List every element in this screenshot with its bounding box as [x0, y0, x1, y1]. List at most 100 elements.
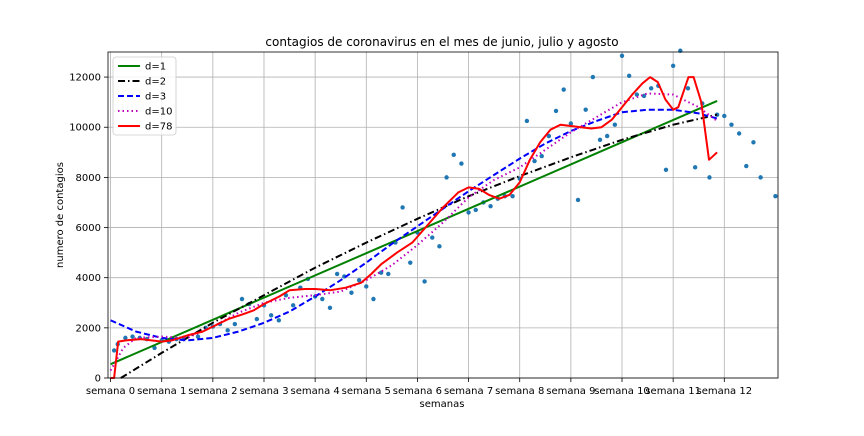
data-point: [473, 207, 478, 213]
data-point: [634, 92, 640, 97]
data-point: [641, 93, 647, 99]
data-point: [539, 153, 544, 159]
data-point: [510, 193, 515, 199]
data-point: [254, 316, 260, 322]
data-point: [729, 122, 734, 127]
data-point: [334, 271, 340, 277]
y-tick-label: 8000: [76, 173, 101, 184]
series-line-d-78: [110, 76, 718, 379]
data-point: [619, 53, 625, 58]
data-point: [422, 279, 427, 284]
data-point: [604, 133, 610, 139]
series-line-d-10: [109, 92, 718, 371]
y-tick-label: 2000: [76, 323, 101, 334]
data-point: [364, 284, 369, 289]
data-point: [225, 328, 230, 333]
x-tick-label: semana 7: [444, 386, 493, 397]
x-tick-label: semana 4: [291, 386, 340, 397]
data-point: [553, 108, 559, 114]
data-point: [437, 244, 442, 249]
data-point: [524, 118, 530, 124]
data-point: [561, 87, 566, 92]
data-point: [195, 334, 201, 339]
data-point: [590, 74, 596, 80]
data-point: [583, 107, 588, 112]
legend-label: d=2: [145, 77, 166, 88]
data-point: [371, 296, 376, 302]
series-line-d-1: [110, 99, 718, 366]
data-point: [386, 271, 391, 277]
data-point: [575, 197, 581, 203]
x-tick-label: semana 8: [495, 386, 544, 397]
x-tick-label: semana 5: [342, 386, 391, 397]
data-point: [276, 318, 282, 323]
data-points: [111, 48, 778, 353]
legend-box: [112, 56, 177, 136]
legend: d=1 d=2 d=3 d=10 d=78: [112, 56, 177, 136]
data-point: [451, 152, 456, 158]
x-tick-label: semana 2: [188, 386, 237, 397]
data-point: [685, 86, 691, 91]
data-point: [400, 205, 405, 210]
data-point: [111, 348, 117, 353]
data-point: [612, 122, 618, 127]
fit-lines: [109, 76, 718, 379]
data-point: [758, 175, 763, 180]
x-axis-label: semanas: [420, 399, 465, 410]
data-point: [232, 321, 238, 327]
y-tick-label: 0: [95, 374, 101, 385]
data-point: [532, 158, 537, 164]
legend-label: d=1: [145, 62, 166, 73]
data-point: [444, 175, 449, 180]
data-point: [152, 345, 157, 351]
data-point: [568, 121, 574, 126]
data-point: [722, 113, 727, 119]
data-point: [773, 193, 778, 199]
y-tick-label: 10000: [69, 123, 101, 134]
y-tick-label: 4000: [76, 273, 101, 284]
series-line-d-3: [110, 108, 718, 342]
data-point: [736, 131, 742, 136]
data-point: [408, 260, 413, 265]
data-point: [597, 137, 603, 142]
data-point: [626, 73, 632, 79]
data-point: [320, 296, 325, 302]
data-point: [356, 278, 362, 283]
data-point: [459, 161, 464, 166]
data-point: [268, 313, 274, 318]
x-tick-label: semana 0: [86, 386, 135, 397]
y-tick-label: 6000: [76, 223, 101, 234]
x-tick-label: semana 11: [645, 386, 701, 397]
data-point: [123, 335, 128, 341]
chart-title: contagios de coronavirus en el mes de ju…: [265, 35, 618, 49]
legend-label: d=78: [145, 122, 172, 133]
x-tick-label: semana 9: [546, 386, 595, 397]
x-tick-label: semana 10: [594, 386, 650, 397]
data-point: [670, 63, 676, 68]
x-tick-label: semana 6: [393, 386, 442, 397]
data-point: [488, 204, 493, 209]
y-axis-label: numero de contagios: [55, 162, 66, 268]
legend-label: d=3: [145, 92, 166, 103]
series-line-d-2: [120, 113, 718, 379]
data-point: [430, 235, 435, 240]
y-tick-label: 12000: [69, 73, 101, 84]
data-point: [707, 175, 712, 180]
data-point: [663, 167, 669, 173]
data-point: [239, 296, 245, 302]
data-point: [692, 165, 698, 170]
data-point: [744, 163, 749, 169]
legend-label: d=10: [145, 107, 172, 118]
axis-ticks: semana 0 semana 1 semana 2 semana 3 semana 4…: [69, 73, 752, 397]
data-point: [546, 133, 552, 139]
data-point: [648, 86, 654, 91]
x-tick-label: semana 3: [239, 386, 288, 397]
data-point: [290, 303, 296, 308]
x-tick-label: semana 1: [137, 386, 186, 397]
data-point: [327, 305, 333, 310]
data-point: [751, 140, 756, 145]
data-point: [130, 334, 135, 339]
data-point: [466, 210, 471, 215]
x-tick-label: semana 12: [696, 386, 752, 397]
